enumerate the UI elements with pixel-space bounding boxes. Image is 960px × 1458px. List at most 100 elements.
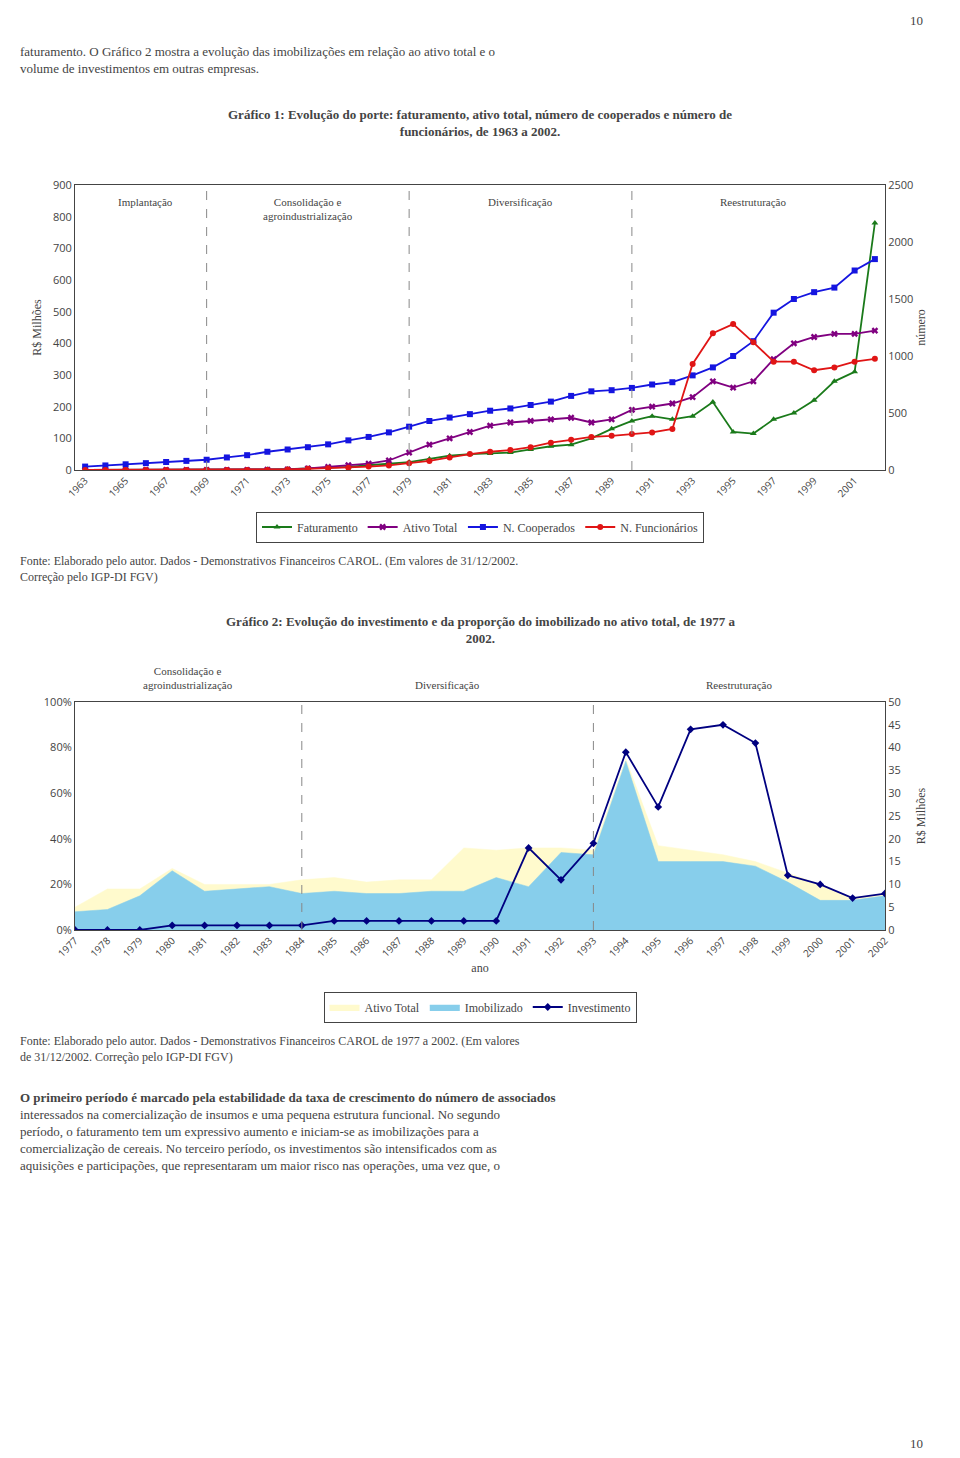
svg-text:200: 200 <box>53 399 72 414</box>
svg-text:1991: 1991 <box>632 474 658 500</box>
svg-text:Diversificação: Diversificação <box>415 679 480 691</box>
svg-text:O primeiro período é marcado p: O primeiro período é marcado pela estabi… <box>20 1090 556 1173</box>
svg-text:1983: 1983 <box>249 934 275 960</box>
svg-text:Consolidação eagroindustrializ: Consolidação eagroindustrialização <box>143 665 233 691</box>
svg-text:1988: 1988 <box>411 934 437 960</box>
svg-text:1993: 1993 <box>672 474 698 500</box>
svg-text:1000: 1000 <box>888 348 913 363</box>
svg-text:1993: 1993 <box>573 934 599 960</box>
svg-text:700: 700 <box>53 240 72 255</box>
svg-text:900: 900 <box>53 177 72 192</box>
svg-text:Fonte: Elaborado pelo autor. D: Fonte: Elaborado pelo autor. Dados - Dem… <box>20 554 518 584</box>
svg-text:R$ Milhões: R$ Milhões <box>914 788 928 845</box>
svg-text:100: 100 <box>53 430 72 445</box>
svg-text:1980: 1980 <box>152 934 178 960</box>
svg-text:Implantação: Implantação <box>118 196 173 208</box>
svg-text:faturamento. O Gráfico 2 mostr: faturamento. O Gráfico 2 mostra a evoluç… <box>20 44 495 76</box>
svg-text:20: 20 <box>888 831 901 846</box>
svg-text:0: 0 <box>888 462 894 477</box>
svg-text:2000: 2000 <box>800 934 826 960</box>
svg-text:Imobilizado: Imobilizado <box>465 1001 523 1015</box>
svg-text:1977: 1977 <box>348 474 374 500</box>
svg-text:50: 50 <box>888 694 901 709</box>
svg-text:20%: 20% <box>50 876 72 891</box>
svg-text:1991: 1991 <box>508 934 534 960</box>
svg-text:2001: 2001 <box>832 934 858 960</box>
svg-text:10: 10 <box>910 1436 923 1451</box>
svg-text:N. Funcionários: N. Funcionários <box>620 521 698 535</box>
svg-text:1999: 1999 <box>767 934 793 960</box>
svg-text:1995: 1995 <box>638 934 664 960</box>
svg-text:Ativo Total: Ativo Total <box>365 1001 420 1015</box>
svg-text:500: 500 <box>888 405 907 420</box>
svg-text:1965: 1965 <box>105 474 131 500</box>
svg-text:1987: 1987 <box>379 934 405 960</box>
svg-text:Gráfico 2: Evolução do investi: Gráfico 2: Evolução do investimento e da… <box>226 614 735 646</box>
svg-text:2500: 2500 <box>888 177 913 192</box>
svg-text:5: 5 <box>888 899 894 914</box>
svg-text:Gráfico 1: Evolução do porte:: Gráfico 1: Evolução do porte: faturament… <box>228 107 732 139</box>
svg-text:1996: 1996 <box>670 934 696 960</box>
svg-text:0%: 0% <box>56 922 71 937</box>
svg-text:1984: 1984 <box>281 934 307 960</box>
svg-text:40: 40 <box>888 739 901 754</box>
svg-text:1997: 1997 <box>753 474 779 500</box>
svg-text:Fonte: Elaborado pelo autor. D: Fonte: Elaborado pelo autor. Dados - Dem… <box>20 1034 520 1064</box>
svg-text:ano: ano <box>471 961 488 975</box>
svg-text:300: 300 <box>53 367 72 382</box>
svg-text:1989: 1989 <box>443 934 469 960</box>
svg-text:1989: 1989 <box>591 474 617 500</box>
svg-text:1979: 1979 <box>389 474 415 500</box>
svg-text:2001: 2001 <box>834 474 860 500</box>
svg-text:1978: 1978 <box>87 934 113 960</box>
svg-text:10: 10 <box>888 876 901 891</box>
svg-text:1975: 1975 <box>308 474 334 500</box>
svg-text:40%: 40% <box>50 831 72 846</box>
svg-text:Reestruturação: Reestruturação <box>706 679 772 691</box>
svg-text:Ativo Total: Ativo Total <box>403 521 458 535</box>
svg-text:número: número <box>914 309 928 346</box>
svg-text:Investimento: Investimento <box>568 1001 631 1015</box>
svg-text:Consolidação eagroindustrializ: Consolidação eagroindustrialização <box>263 196 353 222</box>
svg-text:500: 500 <box>53 304 72 319</box>
svg-text:30: 30 <box>888 785 901 800</box>
svg-text:600: 600 <box>53 272 72 287</box>
svg-text:1985: 1985 <box>510 474 536 500</box>
svg-text:1992: 1992 <box>541 934 567 960</box>
svg-text:0: 0 <box>888 922 894 937</box>
svg-text:10: 10 <box>910 13 923 28</box>
svg-text:1971: 1971 <box>227 474 253 500</box>
svg-text:1994: 1994 <box>605 934 631 960</box>
svg-text:Diversificação: Diversificação <box>488 196 553 208</box>
svg-text:2000: 2000 <box>888 234 913 249</box>
svg-text:80%: 80% <box>50 739 72 754</box>
svg-text:35: 35 <box>888 762 901 777</box>
svg-text:1967: 1967 <box>146 474 172 500</box>
svg-text:1979: 1979 <box>119 934 145 960</box>
svg-text:1983: 1983 <box>470 474 496 500</box>
svg-text:Reestruturação: Reestruturação <box>720 196 786 208</box>
svg-text:1995: 1995 <box>713 474 739 500</box>
svg-text:1977: 1977 <box>55 934 81 960</box>
svg-text:2002: 2002 <box>865 934 891 960</box>
svg-text:60%: 60% <box>50 785 72 800</box>
svg-text:1985: 1985 <box>314 934 340 960</box>
svg-text:1986: 1986 <box>346 934 372 960</box>
svg-text:1969: 1969 <box>186 474 212 500</box>
svg-text:1981: 1981 <box>429 474 455 500</box>
svg-text:1500: 1500 <box>888 291 913 306</box>
svg-text:N. Cooperados: N. Cooperados <box>503 521 575 535</box>
svg-text:1981: 1981 <box>184 934 210 960</box>
svg-text:1982: 1982 <box>217 934 243 960</box>
svg-text:400: 400 <box>53 335 72 350</box>
svg-text:1990: 1990 <box>476 934 502 960</box>
svg-text:1973: 1973 <box>267 474 293 500</box>
svg-text:1998: 1998 <box>735 934 761 960</box>
svg-text:R$ Milhões: R$ Milhões <box>30 299 44 356</box>
svg-text:1987: 1987 <box>551 474 577 500</box>
svg-text:800: 800 <box>53 209 72 224</box>
svg-text:Faturamento: Faturamento <box>297 521 358 535</box>
svg-text:0: 0 <box>66 462 72 477</box>
svg-text:1963: 1963 <box>65 474 91 500</box>
svg-text:100%: 100% <box>44 694 72 709</box>
